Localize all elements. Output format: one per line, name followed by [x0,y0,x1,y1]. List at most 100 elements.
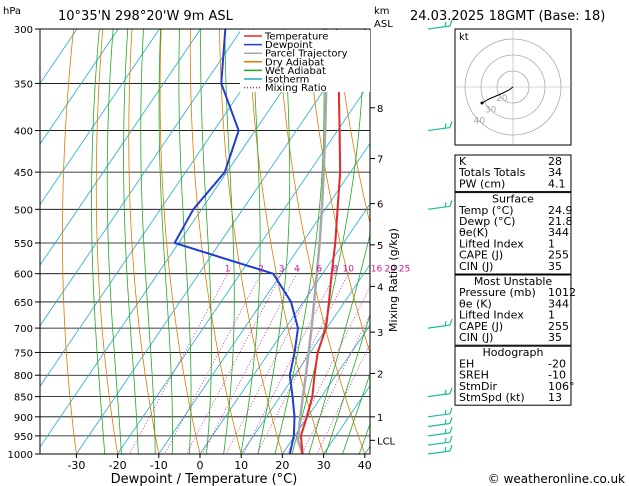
dry-adiabat [128,29,160,454]
table-value: 4.1 [548,177,566,190]
table-box [454,274,572,346]
pressure-tick-label: 600 [14,270,33,281]
isotherm [282,324,370,454]
table-value: 106° [548,380,575,393]
temperature-tick-label: 30 [317,459,331,472]
pressure-tick-label: 400 [14,127,33,138]
mixing-ratio-label: 1 [225,265,231,275]
table-value: 1 [548,237,555,250]
grid-lines [40,17,629,471]
table-key: Temp (°C) [458,204,514,217]
temperature-line [299,29,342,454]
pressure-tick-label: 450 [14,168,33,179]
pressure-unit-label: hPa [3,6,21,17]
wind-barbs [427,19,453,455]
table-value: 35 [548,260,562,273]
mixing-ratio-label: 25 [399,265,410,275]
isotherm [240,263,370,454]
table-box [454,192,572,275]
altitude-tick-label: 4 [377,282,383,293]
altitude-tick-label: 7 [377,155,383,166]
isotherm [199,203,370,454]
altitude-tick-label: LCL [377,436,396,447]
mixing-ratio-labels: 1 2 3 4 6 8 10 16 20 25 [225,265,410,275]
table-value: 24.9 [548,204,573,217]
table-key: CAPE (J) [459,320,503,333]
dry-adiabat [95,29,119,454]
table-key: EH [459,357,474,370]
table-value: 255 [548,249,569,262]
legend-item: Temperature [264,32,328,43]
hodograph-trace [481,86,514,104]
table-value: 21.8 [548,215,573,228]
wind-barb [427,422,451,428]
table-value: -20 [548,357,566,370]
pressure-tick-label: 550 [14,239,33,250]
dry-adiabat [566,17,629,471]
wet-adiabat [106,29,122,454]
wind-barb [427,450,451,455]
wet-adiabat [308,233,370,454]
wind-barb [427,413,451,418]
wind-barb [427,393,451,398]
asl-label: ASL [374,19,393,30]
table-value: -10 [548,369,566,382]
pressure-tick-label: 950 [14,432,33,443]
pressure-tick-label: 1000 [8,450,33,461]
copyright: © weatheronline.co.uk [488,472,625,486]
temperature-tick-label: 40 [358,459,372,472]
temperature-tick-label: 20 [275,459,289,472]
isotherm [158,142,370,454]
pressure-tick-label: 850 [14,393,33,404]
pressure-tick-label: 350 [14,79,33,90]
plot-area [39,17,629,471]
wet-adiabat [274,29,325,454]
table-value: 35 [548,331,562,344]
wet-adiabat [240,29,261,454]
table-key: Dewp (°C) [459,215,515,228]
wet-adiabat [223,29,235,454]
wind-barb [427,432,451,437]
wet-adiabat [158,29,173,454]
mixing-ratio-axis-label: Mixing Ratio (g/kg) [387,228,400,332]
wet-adiabat [257,29,291,454]
legend-item: Wet Adiabat [265,66,326,77]
wind-barb [427,25,451,30]
temperature-tick-label: 0 [197,459,204,472]
profiles [173,29,342,454]
dry-adiabat [624,17,629,471]
table-key: θe (K) [459,297,492,310]
isotherm [117,82,370,454]
parcel-trajectory-line [296,29,328,454]
table-key: Lifted Index [459,237,524,250]
temperature-tick-label: -20 [109,459,127,472]
wet-adiabat [91,29,106,454]
temperature-tick-label: -30 [67,459,85,472]
mixing-ratio-line [225,267,323,454]
station-location: 10°35'N 298°20'W 9m ASL [58,9,234,24]
table-value: 34 [548,166,562,179]
table-title: Hodograph [483,346,544,359]
sounding-datetime: 24.03.2025 18GMT (Base: 18) [410,9,605,24]
table-key: StmSpd (kt) [459,391,525,404]
pressure-tick-label: 750 [14,348,33,359]
temperature-tick-label: -10 [150,459,168,472]
table-key: PW (cm) [459,177,505,190]
pressure-tick-label: 800 [14,371,33,382]
pressure-tick-label: 900 [14,413,33,424]
legend-item: Mixing Ratio [265,83,327,94]
mixing-ratio-line [202,267,301,454]
mixing-ratio-line [164,267,265,454]
pressure-tick-label: 300 [14,25,33,36]
wind-barb [427,126,451,132]
wet-adiabat [123,29,139,454]
table-key: K [459,155,467,168]
table-box [454,345,572,406]
wet-adiabat [200,29,212,454]
altitude-tick-label: 6 [377,200,383,211]
mixing-ratio-label: 10 [343,265,355,275]
table-key: Lifted Index [459,309,524,322]
